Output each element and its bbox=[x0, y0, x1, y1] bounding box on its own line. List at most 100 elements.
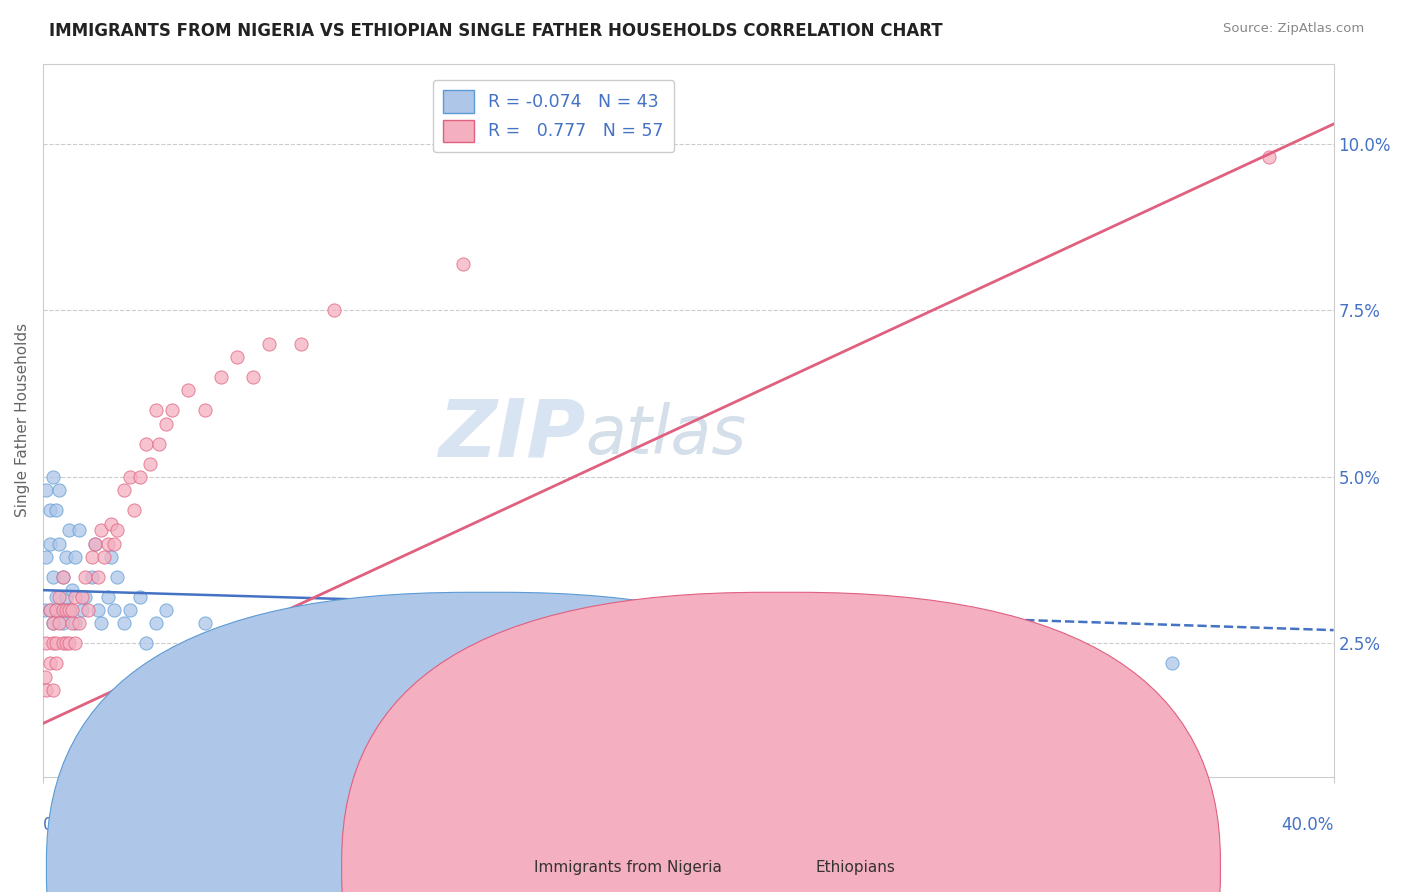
Point bbox=[1258, 150, 1281, 164]
Point bbox=[209, 370, 232, 384]
Point bbox=[112, 483, 135, 498]
Point bbox=[34, 603, 56, 617]
Point bbox=[242, 370, 264, 384]
Point bbox=[75, 590, 97, 604]
Point bbox=[75, 570, 97, 584]
Point bbox=[70, 603, 93, 617]
Point bbox=[60, 603, 83, 617]
Point bbox=[97, 590, 120, 604]
Point bbox=[45, 657, 67, 671]
Text: ZIP: ZIP bbox=[437, 395, 585, 474]
Point bbox=[135, 436, 157, 450]
Point bbox=[67, 523, 90, 537]
Point bbox=[97, 536, 120, 550]
Point bbox=[148, 436, 170, 450]
Point bbox=[35, 683, 58, 698]
Legend: R = -0.074   N = 43, R =   0.777   N = 57: R = -0.074 N = 43, R = 0.777 N = 57 bbox=[433, 80, 673, 153]
Point bbox=[100, 549, 122, 564]
Point bbox=[48, 616, 70, 631]
Text: IMMIGRANTS FROM NIGERIA VS ETHIOPIAN SINGLE FATHER HOUSEHOLDS CORRELATION CHART: IMMIGRANTS FROM NIGERIA VS ETHIOPIAN SIN… bbox=[49, 22, 943, 40]
Point bbox=[193, 616, 215, 631]
Point bbox=[51, 636, 73, 650]
Point bbox=[55, 636, 77, 650]
Point bbox=[1161, 657, 1184, 671]
Point bbox=[193, 403, 215, 417]
Point bbox=[87, 603, 110, 617]
Point bbox=[65, 616, 87, 631]
Point bbox=[65, 590, 87, 604]
Point bbox=[48, 590, 70, 604]
Text: Source: ZipAtlas.com: Source: ZipAtlas.com bbox=[1223, 22, 1364, 36]
Point bbox=[257, 336, 280, 351]
Text: 40.0%: 40.0% bbox=[1281, 816, 1334, 834]
Point bbox=[65, 549, 87, 564]
Point bbox=[38, 503, 60, 517]
Point bbox=[38, 603, 60, 617]
Point bbox=[42, 616, 65, 631]
Point bbox=[48, 483, 70, 498]
Point bbox=[42, 570, 65, 584]
Point bbox=[93, 549, 115, 564]
Text: Immigrants from Nigeria: Immigrants from Nigeria bbox=[534, 860, 723, 874]
Point bbox=[87, 570, 110, 584]
Point bbox=[45, 636, 67, 650]
Point bbox=[155, 603, 177, 617]
Point bbox=[177, 384, 200, 398]
Point bbox=[60, 616, 83, 631]
Point bbox=[80, 570, 103, 584]
Point bbox=[58, 603, 80, 617]
Point bbox=[42, 636, 65, 650]
Point bbox=[122, 503, 145, 517]
Point bbox=[42, 683, 65, 698]
Point bbox=[65, 636, 87, 650]
Point bbox=[322, 303, 344, 318]
Point bbox=[103, 603, 125, 617]
Point bbox=[162, 403, 184, 417]
Point bbox=[100, 516, 122, 531]
Point bbox=[45, 503, 67, 517]
Point bbox=[112, 616, 135, 631]
Point bbox=[451, 257, 474, 271]
Point bbox=[145, 616, 167, 631]
Point bbox=[34, 670, 56, 684]
Point bbox=[51, 570, 73, 584]
Point bbox=[120, 470, 142, 484]
Point bbox=[138, 457, 160, 471]
Point bbox=[51, 616, 73, 631]
Point bbox=[60, 583, 83, 598]
Point bbox=[67, 616, 90, 631]
Point bbox=[103, 536, 125, 550]
Point bbox=[38, 603, 60, 617]
Point bbox=[48, 603, 70, 617]
Point bbox=[42, 616, 65, 631]
Point bbox=[83, 536, 105, 550]
Point bbox=[105, 570, 128, 584]
Point bbox=[290, 336, 312, 351]
Point bbox=[155, 417, 177, 431]
Point bbox=[38, 536, 60, 550]
Point bbox=[58, 603, 80, 617]
Point bbox=[129, 470, 152, 484]
Point bbox=[55, 549, 77, 564]
Point bbox=[678, 636, 700, 650]
Text: atlas: atlas bbox=[585, 401, 747, 467]
Point bbox=[38, 657, 60, 671]
Point bbox=[105, 523, 128, 537]
Point bbox=[145, 403, 167, 417]
Point bbox=[83, 536, 105, 550]
Point bbox=[58, 523, 80, 537]
Point bbox=[90, 523, 112, 537]
Point bbox=[135, 636, 157, 650]
Point bbox=[45, 603, 67, 617]
Y-axis label: Single Father Households: Single Father Households bbox=[15, 323, 30, 517]
Point bbox=[51, 570, 73, 584]
Point bbox=[35, 636, 58, 650]
Point bbox=[90, 616, 112, 631]
Point bbox=[42, 470, 65, 484]
Point bbox=[77, 603, 100, 617]
Point bbox=[51, 603, 73, 617]
Point bbox=[58, 636, 80, 650]
Point bbox=[35, 483, 58, 498]
Point bbox=[35, 549, 58, 564]
Point bbox=[120, 603, 142, 617]
